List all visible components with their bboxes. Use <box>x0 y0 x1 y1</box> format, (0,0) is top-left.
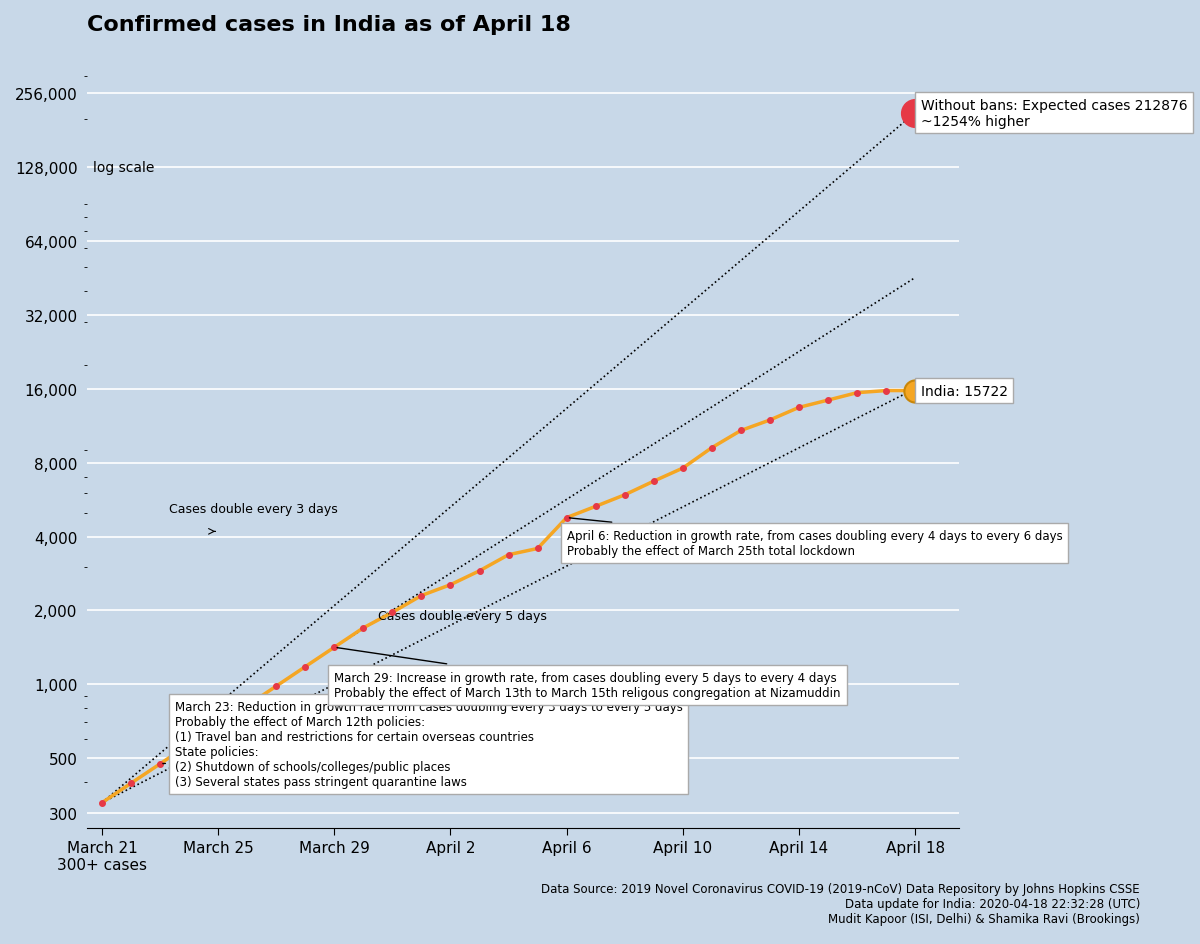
Text: March 23: Reduction in growth rate from cases doubling every 3 days to every 5 d: March 23: Reduction in growth rate from … <box>163 700 683 788</box>
Text: India: 15722: India: 15722 <box>920 384 1008 398</box>
Text: Cases double every 5 days: Cases double every 5 days <box>378 610 547 623</box>
Text: Without bans: Expected cases 212876
~1254% higher: Without bans: Expected cases 212876 ~125… <box>920 98 1188 128</box>
Text: April 6: Reduction in growth rate, from cases doubling every 4 days to every 6 d: April 6: Reduction in growth rate, from … <box>566 518 1062 557</box>
Text: Confirmed cases in India as of April 18: Confirmed cases in India as of April 18 <box>88 15 571 35</box>
Text: log scale: log scale <box>94 160 155 175</box>
Text: Cases double every 3 days: Cases double every 3 days <box>169 502 337 515</box>
Text: March 29: Increase in growth rate, from cases doubling every 5 days to every 4 d: March 29: Increase in growth rate, from … <box>335 648 841 699</box>
Text: Data Source: 2019 Novel Coronavirus COVID-19 (2019-nCoV) Data Repository by John: Data Source: 2019 Novel Coronavirus COVI… <box>541 882 1140 925</box>
